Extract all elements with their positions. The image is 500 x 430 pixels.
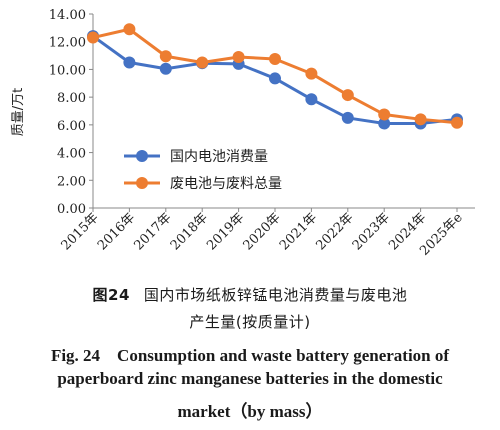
data-point-series-2 [159,50,172,63]
data-point-series-2 [123,23,136,36]
x-tick-label: 2018年 [168,210,211,253]
data-point-series-2 [378,108,391,121]
y-axis: 0.00 2.00 4.00 6.00 8.00 10.00 12.00 14.00 [49,8,94,217]
line-chart: 0.00 2.00 4.00 6.00 8.00 10.00 12.00 14.00 2015… [11,8,475,259]
data-point-series-1 [341,111,354,124]
x-axis: 2015年2016年2017年2018年2019年2020年2021年2022年… [59,207,475,259]
x-tick-label: 2020年 [241,210,284,253]
series-lines [87,23,463,130]
x-tick-label: 2019年 [204,210,247,253]
data-point-series-2 [196,56,209,69]
x-tick-label: 2022年 [313,210,356,253]
data-point-series-2 [305,67,318,80]
caption-en-line1: Fig. 24 Consumption and waste battery ge… [50,346,450,365]
data-point-series-1 [378,117,391,130]
y-tick-label: 4.00 [57,147,86,162]
legend-label-2: 废电池与废料总量 [170,176,282,192]
y-tick-label: 0.00 [57,202,86,217]
legend-marker-2 [136,177,148,189]
caption-cn-line2: 产生量(按质量计) [189,313,311,331]
data-point-series-2 [414,113,427,126]
data-point-series-2 [232,50,245,63]
legend-marker-1 [136,150,148,162]
data-point-series-2 [269,53,281,66]
y-tick-label: 6.00 [57,119,86,134]
y-tick-label: 12.00 [49,36,86,51]
data-point-series-2 [451,116,463,129]
caption-en-line3: market（by mass） [177,402,323,421]
data-point-series-1 [159,62,172,75]
y-tick-label: 2.00 [57,174,86,189]
x-tick-label: 2021年 [277,210,320,253]
figure-caption-cn: 图24 国内市场纸板锌锰电池消费量与废电池 [0,284,500,305]
x-tick-label: 2016年 [95,210,138,253]
data-point-series-2 [341,89,354,102]
y-tick-label: 8.00 [57,91,86,106]
data-point-series-1 [269,72,281,85]
x-tick-label: 2023年 [350,210,393,253]
caption-cn-line1: 国内市场纸板锌锰电池消费量与废电池 [143,286,408,304]
y-tick-label: 14.00 [49,8,86,23]
figure-number: 图24 [92,286,130,304]
y-tick-label: 10.00 [49,63,86,78]
legend-label-1: 国内电池消费量 [170,149,268,165]
caption-en-line2: paperboard zinc manganese batteries in t… [57,369,443,388]
y-axis-label: 质量/万t [11,88,26,136]
x-tick-label: 2017年 [131,210,174,253]
data-point-series-1 [305,93,318,106]
data-point-series-2 [87,31,99,44]
data-point-series-1 [123,56,136,69]
